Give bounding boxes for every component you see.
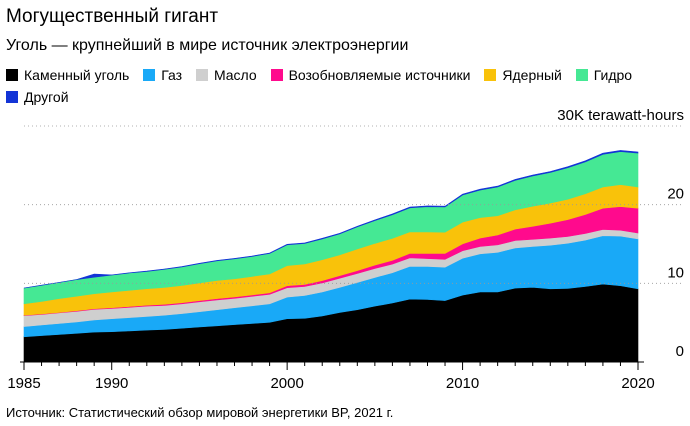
legend-swatch (6, 91, 18, 103)
legend-swatch (484, 69, 497, 81)
legend-item-coal: Каменный уголь (6, 64, 129, 86)
legend-item-oil: Масло (195, 64, 257, 86)
legend-label: Масло (213, 67, 257, 83)
source-note: Источник: Статистический обзор мировой э… (6, 405, 394, 420)
x-tick-label: 2000 (270, 375, 303, 392)
legend-item-other: Другой (6, 86, 69, 108)
legend-swatch (270, 69, 283, 81)
area-6 (23, 150, 639, 289)
y-tick-label: 10 (667, 264, 684, 281)
y-tick-label: 30K terawatt-hours (557, 107, 684, 124)
legend-item-hydro: Гидро (575, 64, 633, 86)
x-tick-label: 2020 (621, 375, 654, 392)
x-tick-label: 2010 (446, 375, 479, 392)
legend-label: Возобновляемые источники (288, 67, 471, 83)
y-tick-label: 0 (676, 343, 684, 360)
legend-item-gas: Газ (143, 64, 182, 86)
legend-swatch (143, 69, 156, 81)
legend-swatch (6, 69, 18, 81)
legend-label: Газ (161, 67, 183, 83)
x-tick-label: 1985 (7, 375, 40, 392)
x-tick-label: 1990 (95, 375, 128, 392)
legend-item-nuclear: Ядерный (484, 64, 562, 86)
axes: 0 10 20 30K terawatt-hours 1985 1990 2000 2010 2… (7, 107, 684, 392)
legend-label: Гидро (593, 67, 633, 83)
legend-item-renewables: Возобновляемые источники (270, 64, 471, 86)
legend-label: Ядерный (502, 67, 562, 83)
legend-label: Каменный уголь (24, 67, 130, 83)
legend-label: Другой (24, 89, 69, 105)
area-layers (23, 150, 639, 363)
legend-swatch (575, 69, 588, 81)
legend: Каменный уголь Газ Масло Возобновляемые … (6, 64, 686, 108)
chart-subtitle: Уголь — крупнейший в мире источник элект… (6, 37, 409, 54)
legend-swatch (195, 69, 208, 81)
y-tick-label: 20 (667, 186, 684, 203)
chart-title: Могущественный гигант (6, 6, 219, 27)
